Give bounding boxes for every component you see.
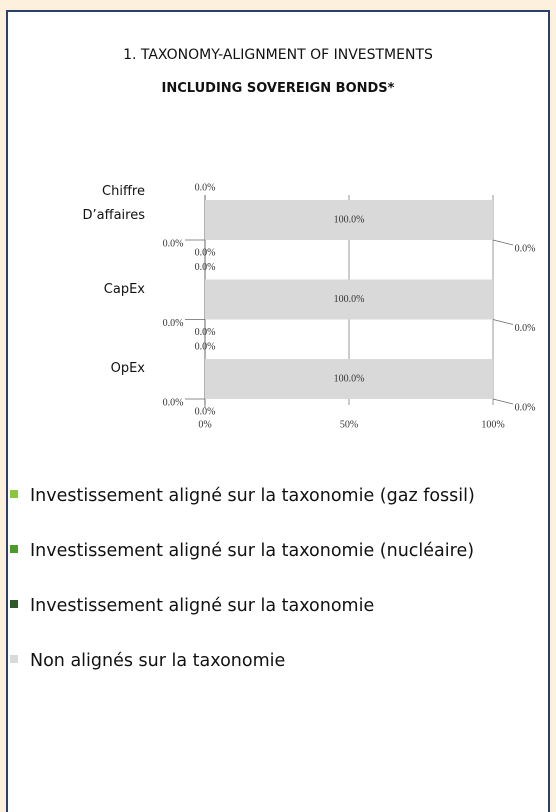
x-tick-label: 50% — [340, 419, 358, 430]
legend-item: Investissement aligné sur la taxonomie (… — [10, 541, 474, 561]
data-label: 0.0% — [195, 341, 216, 352]
chart-subtitle: INCLUDING SOVEREIGN BONDS* — [161, 81, 395, 96]
legend-label: Investissement aligné sur la taxonomie — [30, 596, 375, 616]
frame — [6, 10, 550, 812]
legend-item: Investissement aligné sur la taxonomie (… — [10, 486, 475, 506]
legend-label: Investissement aligné sur la taxonomie (… — [30, 541, 475, 561]
data-label: 0.0% — [515, 323, 536, 334]
bar-segment — [205, 200, 493, 240]
data-label: 0.0% — [195, 327, 216, 338]
data-label: 100.0% — [334, 373, 365, 384]
legend-label: Investissement aligné sur la taxonomie (… — [30, 486, 475, 506]
leader-line — [492, 319, 514, 325]
data-label: 0.0% — [195, 247, 216, 258]
data-label: 0.0% — [195, 406, 216, 417]
legend-swatch — [10, 600, 18, 608]
data-label: 0.0% — [163, 397, 184, 408]
data-label: 0.0% — [195, 182, 216, 193]
leader-line — [492, 398, 514, 405]
category-label: CapEx — [103, 281, 145, 297]
data-label: 100.0% — [334, 294, 365, 305]
legend-swatch — [10, 655, 18, 663]
legend-swatch — [10, 545, 18, 553]
data-label: 0.0% — [515, 243, 536, 254]
legend-item: Non alignés sur la taxonomie — [10, 651, 285, 671]
data-label: 0.0% — [163, 318, 184, 329]
chart-title: 1. TAXONOMY-ALIGNMENT OF INVESTMENTS — [123, 47, 433, 63]
legend-label: Non alignés sur la taxonomie — [30, 651, 286, 671]
x-tick-label: 100% — [481, 419, 504, 430]
legend-item: Investissement aligné sur la taxonomie — [10, 596, 374, 616]
data-label: 0.0% — [195, 262, 216, 273]
data-label: 100.0% — [334, 214, 365, 225]
legend-swatch — [10, 490, 18, 498]
category-label: Chiffre D’affaires — [82, 184, 145, 223]
category-label: OpEx — [110, 361, 145, 376]
bar-segment — [205, 279, 493, 320]
x-tick-label: 0% — [198, 419, 211, 430]
bar-segment — [205, 359, 493, 399]
data-label: 0.0% — [163, 238, 184, 249]
leader-line — [492, 239, 514, 246]
data-label: 0.0% — [515, 402, 536, 413]
